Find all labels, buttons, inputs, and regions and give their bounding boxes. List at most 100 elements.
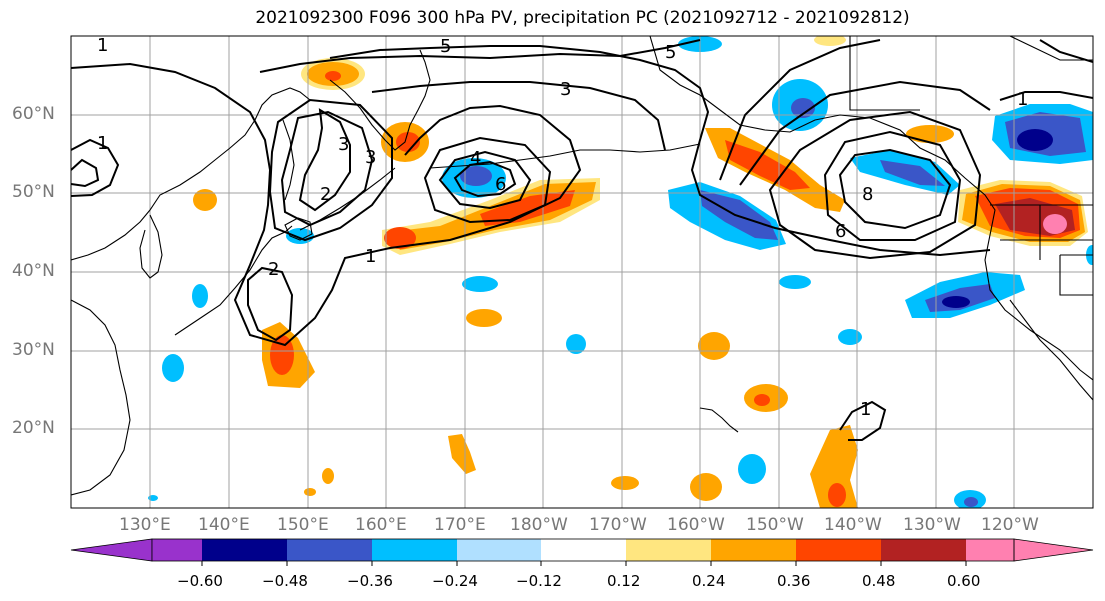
colorbar-segment	[881, 539, 966, 561]
border-us-states	[1000, 205, 1093, 296]
colorbar-tick-label: −0.36	[347, 572, 393, 590]
precip-positive-patch	[725, 140, 810, 190]
precip-positive-patch	[906, 125, 954, 143]
border-alaska-canada	[849, 36, 920, 111]
precip-negative-patch	[192, 284, 208, 308]
pv-contour	[259, 39, 701, 73]
pv-contour	[329, 45, 991, 257]
pv-contour	[999, 91, 1093, 101]
contour-label: 6	[835, 221, 846, 242]
precip-positive-patch	[810, 425, 858, 508]
colorbar-tick-label: −0.24	[432, 572, 478, 590]
precip-negative-patch	[738, 454, 766, 484]
colorbar-segment	[457, 539, 541, 561]
coastline-korea	[139, 214, 163, 279]
pv-contour	[371, 81, 666, 151]
colorbar-frame	[151, 538, 1015, 562]
pv-contour	[71, 138, 120, 197]
colorbar-tick-label: 0.24	[692, 572, 726, 590]
contour-label: 8	[862, 184, 873, 205]
precip-negative-patch	[880, 160, 945, 186]
contour-label: 2	[320, 184, 331, 205]
pv-contour	[280, 110, 374, 227]
lon-label: 150°W	[746, 515, 804, 535]
gridlines	[71, 36, 1093, 508]
contour-label: 1	[1017, 89, 1028, 110]
colorbar-tick-label: −0.12	[516, 572, 562, 590]
map-frame	[70, 35, 1094, 509]
colorbar-segment	[966, 539, 1014, 561]
contour-label: 4	[470, 148, 481, 169]
colorbar-segment	[372, 539, 457, 561]
colorbar-ticks	[201, 561, 967, 566]
pv-contour	[1039, 39, 1093, 63]
contour-label: 1	[97, 35, 108, 56]
coastline-mexico	[1009, 299, 1093, 401]
lat-label-30n: 30°N	[12, 340, 55, 360]
precip-positive-patch	[325, 71, 341, 81]
precip-positive-patch	[1043, 214, 1067, 234]
precip-shading	[148, 36, 1093, 508]
contour-label: 3	[560, 79, 571, 100]
colorbar-tick-label: −0.60	[177, 572, 223, 590]
coastline-asia	[71, 87, 311, 261]
colorbar-extend-low	[70, 538, 153, 562]
figure-title: 2021092300 F096 300 hPa PV, precipitatio…	[255, 8, 910, 28]
precip-negative-patch	[566, 334, 586, 354]
lon-label: 140°E	[198, 515, 250, 535]
precip-negative-patch	[791, 98, 815, 118]
colorbar-segment	[202, 539, 287, 561]
coastlines	[71, 36, 1093, 496]
colorbar-segment	[796, 539, 881, 561]
map-panel: 1 1 1 1 1 2 2 3 3 3 4 5 6 6 8 5	[71, 35, 1093, 508]
pv-contour	[423, 136, 552, 224]
coastline-hawaii	[699, 407, 739, 433]
colorbar-tick-label: 0.36	[777, 572, 811, 590]
precip-positive-patch	[384, 227, 416, 249]
colorbar-segment	[711, 539, 796, 561]
precip-negative-patch	[162, 354, 184, 382]
lat-label-40n: 40°N	[12, 261, 55, 281]
contour-label: 6	[495, 174, 506, 195]
coastline-china	[71, 299, 131, 496]
pv-contours	[71, 39, 1093, 441]
pv-contour	[453, 160, 517, 198]
lon-label: 160°E	[355, 515, 407, 535]
precip-positive-patch	[396, 132, 420, 152]
contour-label: 2	[268, 259, 279, 280]
precip-positive-patch	[193, 189, 217, 211]
precip-positive-patch	[480, 190, 575, 226]
lon-label: 160°W	[667, 515, 725, 535]
precip-positive-patch	[754, 394, 770, 406]
contour-label: 1	[97, 133, 108, 154]
lat-label-50n: 50°N	[12, 182, 55, 202]
lon-label: 140°W	[824, 515, 882, 535]
contour-labels: 1 1 1 1 1 2 2 3 3 3 4 5 6 6 8 5	[97, 35, 1028, 420]
lon-label: 180°W	[510, 515, 568, 535]
colorbar-segment	[626, 539, 711, 561]
colorbar-extend-high	[1013, 538, 1094, 562]
pv-contour	[247, 266, 294, 342]
precip-positive-patch	[304, 488, 316, 496]
coastline-alaska	[649, 36, 1093, 381]
precip-negative-patch	[700, 190, 778, 240]
precip-negative-patch	[838, 329, 862, 345]
lon-label: 150°E	[277, 515, 329, 535]
precip-negative-patch	[1017, 129, 1053, 151]
contour-label: 5	[440, 36, 451, 57]
pv-contour	[268, 98, 393, 242]
precip-positive-patch	[828, 483, 846, 507]
precip-positive-patch	[322, 468, 334, 484]
lon-label: 170°W	[589, 515, 647, 535]
precip-positive-patch	[466, 309, 502, 327]
contour-label: 3	[365, 147, 376, 168]
precip-positive-patch	[814, 36, 846, 46]
pv-contour	[768, 110, 982, 260]
lat-label-60n: 60°N	[12, 104, 55, 124]
precip-negative-patch	[779, 275, 811, 289]
precip-negative-patch	[462, 276, 498, 292]
precip-negative-patch	[460, 166, 492, 186]
precip-positive-patch	[698, 332, 730, 360]
lon-label: 130°W	[903, 515, 961, 535]
